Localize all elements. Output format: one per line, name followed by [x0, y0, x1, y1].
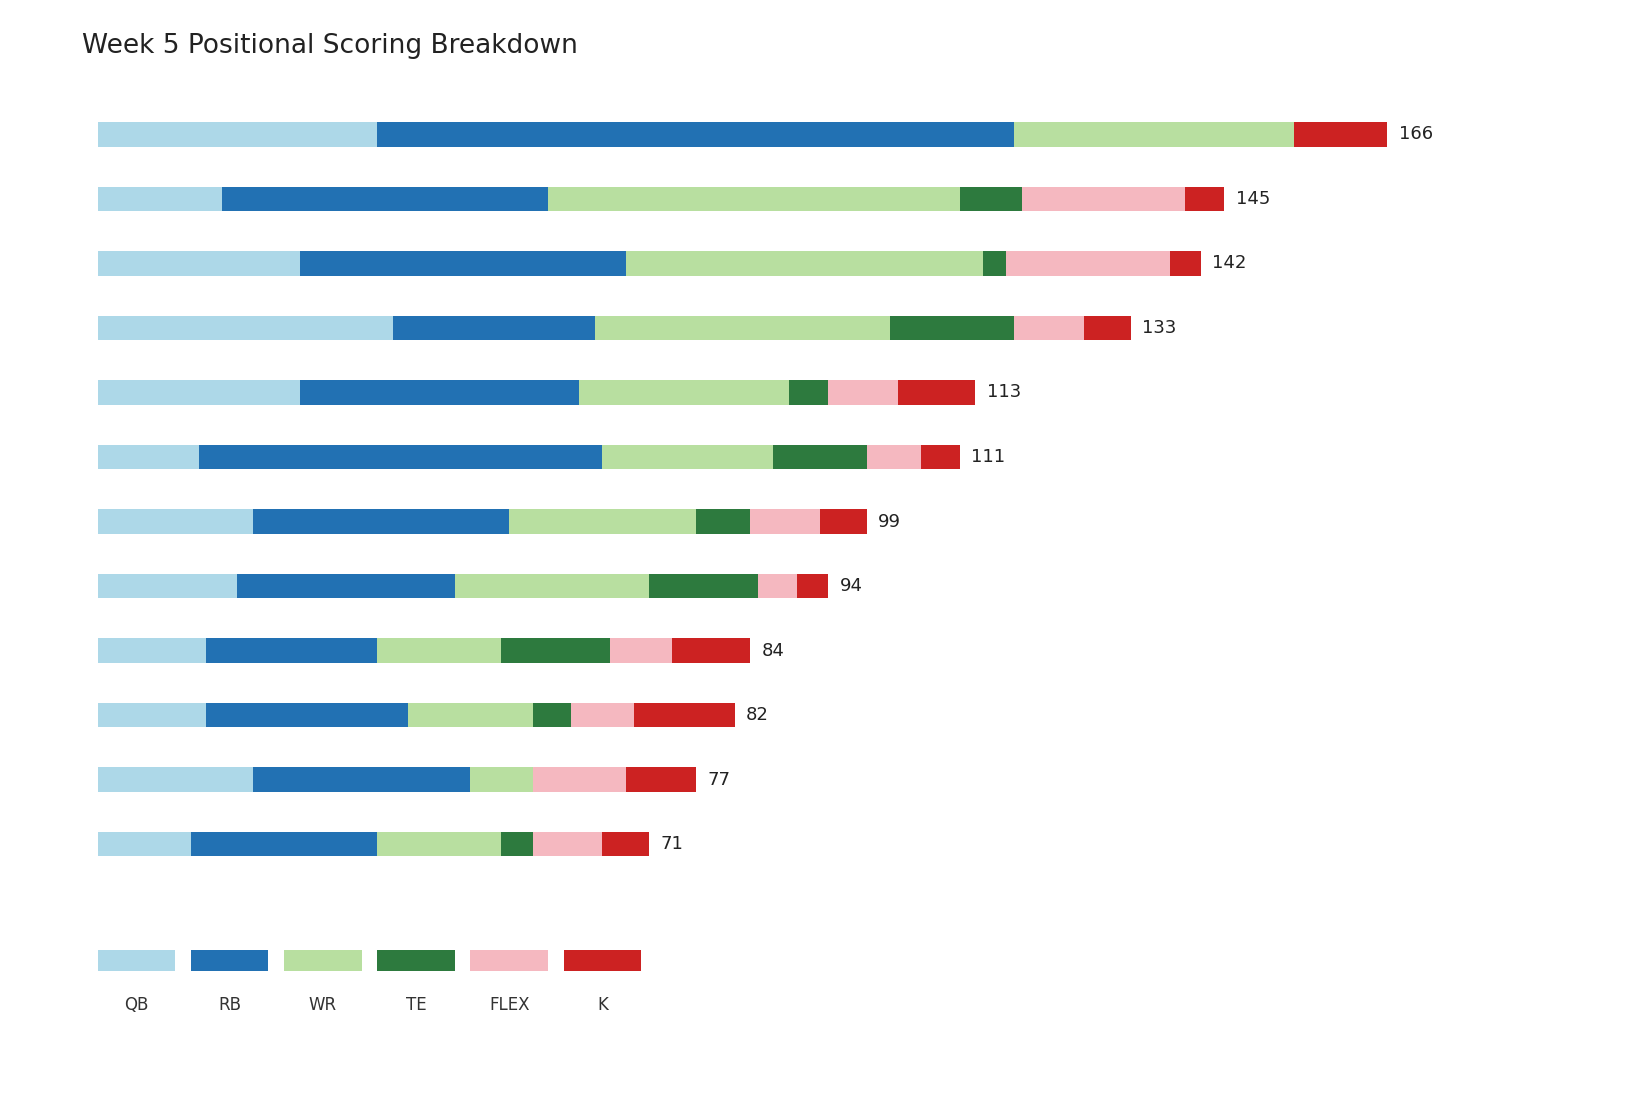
- Text: 145: 145: [1234, 189, 1269, 208]
- Bar: [649, 574, 757, 598]
- Text: 113: 113: [987, 383, 1021, 401]
- Bar: [564, 950, 641, 970]
- Bar: [533, 768, 626, 792]
- Bar: [1293, 123, 1387, 147]
- Bar: [97, 574, 238, 598]
- Bar: [300, 380, 579, 404]
- Bar: [897, 380, 975, 404]
- Bar: [570, 703, 633, 727]
- Bar: [97, 186, 221, 211]
- Bar: [97, 638, 207, 663]
- Bar: [97, 123, 377, 147]
- Bar: [300, 251, 626, 275]
- Text: QB: QB: [125, 996, 149, 1014]
- Bar: [959, 186, 1021, 211]
- Bar: [207, 703, 408, 727]
- Bar: [828, 380, 897, 404]
- Bar: [1185, 186, 1223, 211]
- Bar: [533, 832, 602, 857]
- Bar: [579, 380, 788, 404]
- Bar: [97, 703, 207, 727]
- Bar: [1013, 315, 1083, 340]
- Bar: [820, 509, 865, 534]
- Bar: [1021, 186, 1185, 211]
- Bar: [97, 380, 300, 404]
- Text: 166: 166: [1398, 125, 1432, 144]
- Bar: [470, 768, 533, 792]
- Bar: [797, 574, 828, 598]
- Bar: [982, 251, 1006, 275]
- Bar: [377, 638, 502, 663]
- Text: TE: TE: [405, 996, 426, 1014]
- Text: Week 5 Positional Scoring Breakdown: Week 5 Positional Scoring Breakdown: [82, 33, 577, 59]
- Bar: [97, 768, 252, 792]
- Bar: [408, 703, 533, 727]
- Text: FLEX: FLEX: [488, 996, 529, 1014]
- Bar: [284, 950, 362, 970]
- Bar: [392, 315, 595, 340]
- Text: RB: RB: [218, 996, 241, 1014]
- Bar: [865, 444, 921, 469]
- Bar: [252, 768, 470, 792]
- Bar: [97, 251, 300, 275]
- Bar: [502, 638, 610, 663]
- Text: 77: 77: [706, 771, 729, 789]
- Text: WR: WR: [308, 996, 336, 1014]
- Bar: [695, 509, 749, 534]
- Bar: [602, 444, 774, 469]
- Bar: [97, 832, 190, 857]
- Bar: [547, 186, 959, 211]
- Bar: [377, 832, 502, 857]
- Bar: [198, 444, 602, 469]
- Bar: [626, 768, 695, 792]
- Bar: [97, 315, 392, 340]
- Bar: [1006, 251, 1169, 275]
- Bar: [533, 703, 570, 727]
- Text: 142: 142: [1211, 254, 1246, 272]
- Bar: [890, 315, 1013, 340]
- Text: 133: 133: [1142, 319, 1177, 336]
- Bar: [921, 444, 959, 469]
- Bar: [97, 509, 252, 534]
- Bar: [207, 638, 377, 663]
- Bar: [221, 186, 547, 211]
- Bar: [749, 509, 820, 534]
- Bar: [377, 123, 1013, 147]
- Bar: [610, 638, 672, 663]
- Text: 84: 84: [760, 642, 783, 659]
- Bar: [190, 832, 377, 857]
- Bar: [1169, 251, 1200, 275]
- Bar: [1013, 123, 1293, 147]
- Bar: [602, 832, 649, 857]
- Bar: [626, 251, 982, 275]
- Bar: [454, 574, 649, 598]
- Text: 71: 71: [661, 836, 683, 853]
- Bar: [510, 509, 695, 534]
- Bar: [595, 315, 890, 340]
- Bar: [238, 574, 454, 598]
- Bar: [672, 638, 749, 663]
- Text: 94: 94: [839, 577, 862, 595]
- Bar: [788, 380, 828, 404]
- Bar: [502, 832, 533, 857]
- Text: K: K: [597, 996, 608, 1014]
- Bar: [1083, 315, 1129, 340]
- Bar: [377, 950, 454, 970]
- Text: 99: 99: [879, 512, 901, 530]
- Bar: [757, 574, 797, 598]
- Bar: [97, 950, 175, 970]
- Bar: [774, 444, 865, 469]
- Bar: [190, 950, 269, 970]
- Bar: [633, 703, 734, 727]
- Text: 82: 82: [746, 706, 769, 724]
- Text: 111: 111: [970, 448, 1005, 466]
- Bar: [252, 509, 510, 534]
- Bar: [97, 444, 198, 469]
- Bar: [470, 950, 547, 970]
